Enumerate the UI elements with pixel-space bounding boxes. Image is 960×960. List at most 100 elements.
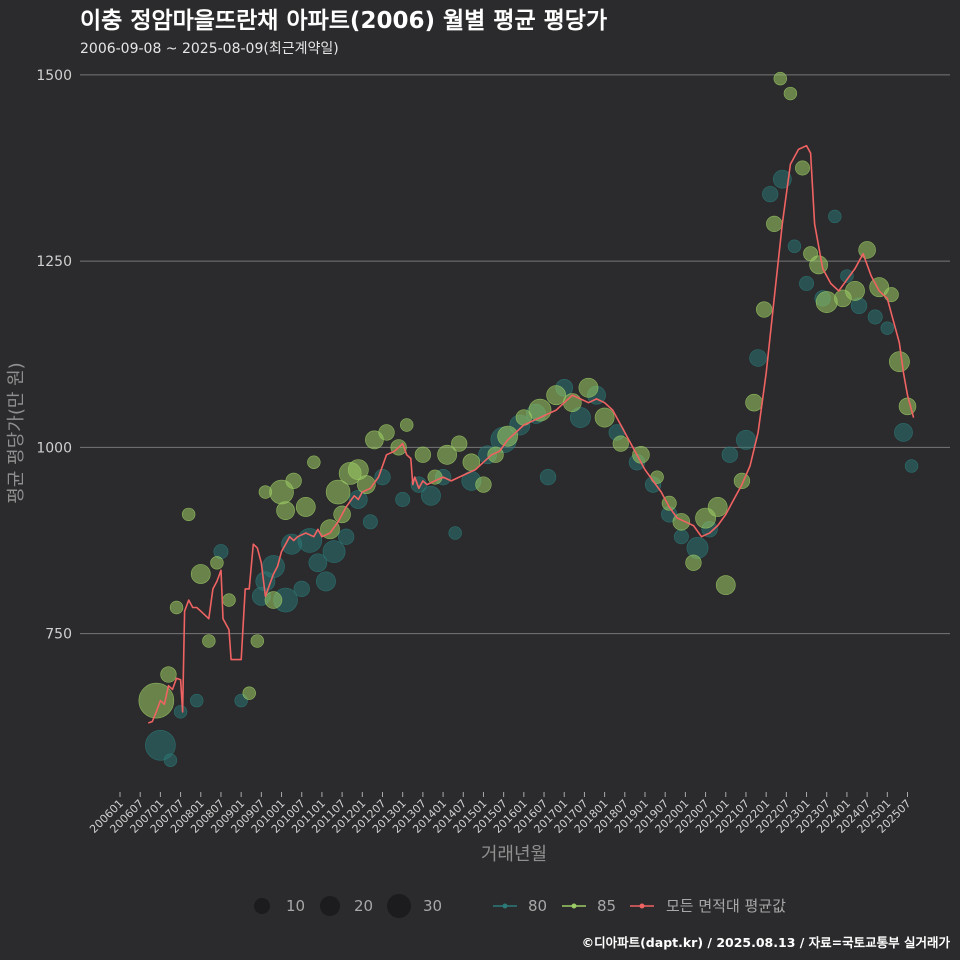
average-line-layer (148, 144, 915, 724)
point-80 (316, 571, 336, 592)
point-85 (437, 444, 458, 465)
point-80 (749, 349, 767, 367)
point-85 (715, 575, 736, 596)
point-85 (295, 497, 316, 517)
point-80 (894, 423, 913, 442)
point-85 (414, 446, 432, 463)
legend-80-marker (502, 903, 508, 909)
point-85 (160, 666, 177, 683)
point-85 (773, 71, 787, 86)
point-80 (308, 553, 328, 573)
point-85 (707, 497, 728, 517)
point-80 (322, 540, 346, 564)
x-axis-title: 거래년월 (481, 844, 547, 865)
point-85 (562, 393, 582, 413)
data-points (138, 71, 919, 767)
point-85 (276, 501, 295, 521)
y-tick-label: 750 (45, 627, 72, 643)
point-80 (673, 529, 689, 545)
point-80 (686, 536, 709, 559)
point-85 (783, 86, 798, 101)
y-tick-label: 1000 (36, 440, 72, 456)
legend-size-30-label: 30 (423, 897, 442, 915)
legend-average-marker (639, 903, 645, 909)
point-80 (173, 705, 188, 719)
point-85 (356, 475, 376, 494)
point-85 (594, 407, 615, 428)
point-85 (497, 425, 519, 447)
point-85 (169, 600, 184, 615)
point-85 (325, 479, 351, 505)
point-85 (400, 418, 414, 432)
point-85 (578, 377, 599, 398)
point-80 (190, 693, 204, 708)
point-85 (815, 291, 838, 314)
point-85 (181, 507, 196, 522)
point-80 (297, 528, 323, 553)
point-80 (880, 321, 895, 335)
point-85 (795, 160, 810, 176)
point-85 (427, 469, 443, 485)
legend-85-marker (571, 903, 577, 909)
grid: 750 1000 1250 1500 (36, 68, 950, 643)
point-85 (546, 385, 567, 406)
x-axis: 2006012006072007012007072008012008072009… (87, 792, 914, 836)
point-85 (378, 424, 395, 441)
point-85 (745, 393, 763, 412)
point-80 (539, 469, 557, 486)
point-85 (685, 554, 702, 571)
point-80 (772, 169, 792, 189)
source-caption: ©디아파트(dapt.kr) / 2025.08.13 / 자료=국토교통부 실… (582, 935, 951, 950)
point-85 (307, 455, 321, 469)
legend-size-20-label: 20 (354, 897, 373, 915)
point-80 (145, 729, 176, 761)
point-80 (395, 492, 411, 507)
point-80 (338, 528, 355, 545)
chart-subtitle: 2006-09-08 ~ 2025-08-09(최근계약일) (80, 41, 339, 57)
legend-80-label: 80 (528, 897, 547, 915)
point-85 (347, 459, 369, 481)
point-80 (362, 514, 378, 530)
point-80 (867, 309, 883, 325)
point-85 (202, 634, 216, 648)
legend-size-30-marker (387, 894, 411, 918)
point-80 (163, 753, 178, 767)
point-85 (889, 351, 910, 373)
point-85 (733, 472, 751, 490)
point-80 (799, 276, 814, 291)
point-85 (755, 301, 773, 318)
point-85 (650, 470, 664, 484)
legend-85-label: 85 (597, 897, 616, 915)
point-80 (421, 485, 441, 506)
point-80 (569, 407, 591, 428)
point-85 (475, 476, 492, 493)
point-85 (451, 435, 468, 452)
point-85 (138, 682, 175, 719)
legend-size-20-marker (320, 896, 340, 916)
point-85 (285, 472, 302, 490)
point-80 (721, 446, 738, 463)
point-80 (293, 580, 310, 598)
point-85 (898, 397, 917, 416)
point-80 (448, 526, 462, 540)
point-85 (242, 686, 256, 700)
point-85 (210, 556, 224, 570)
legend-size-10-marker (254, 898, 270, 914)
point-85 (766, 215, 783, 233)
point-80 (840, 269, 854, 283)
point-80 (374, 469, 391, 486)
point-80 (762, 185, 779, 203)
point-85 (612, 435, 629, 452)
average-line (148, 144, 915, 724)
point-80 (787, 239, 802, 253)
point-80 (828, 209, 842, 224)
legend-size-10-label: 10 (286, 897, 305, 915)
point-85 (320, 519, 340, 540)
point-85 (190, 564, 211, 584)
point-80 (736, 429, 756, 450)
point-80 (904, 459, 919, 473)
point-85 (883, 287, 899, 303)
y-axis-title: 평균 평당가(만 원) (6, 362, 27, 503)
point-85 (845, 281, 865, 301)
